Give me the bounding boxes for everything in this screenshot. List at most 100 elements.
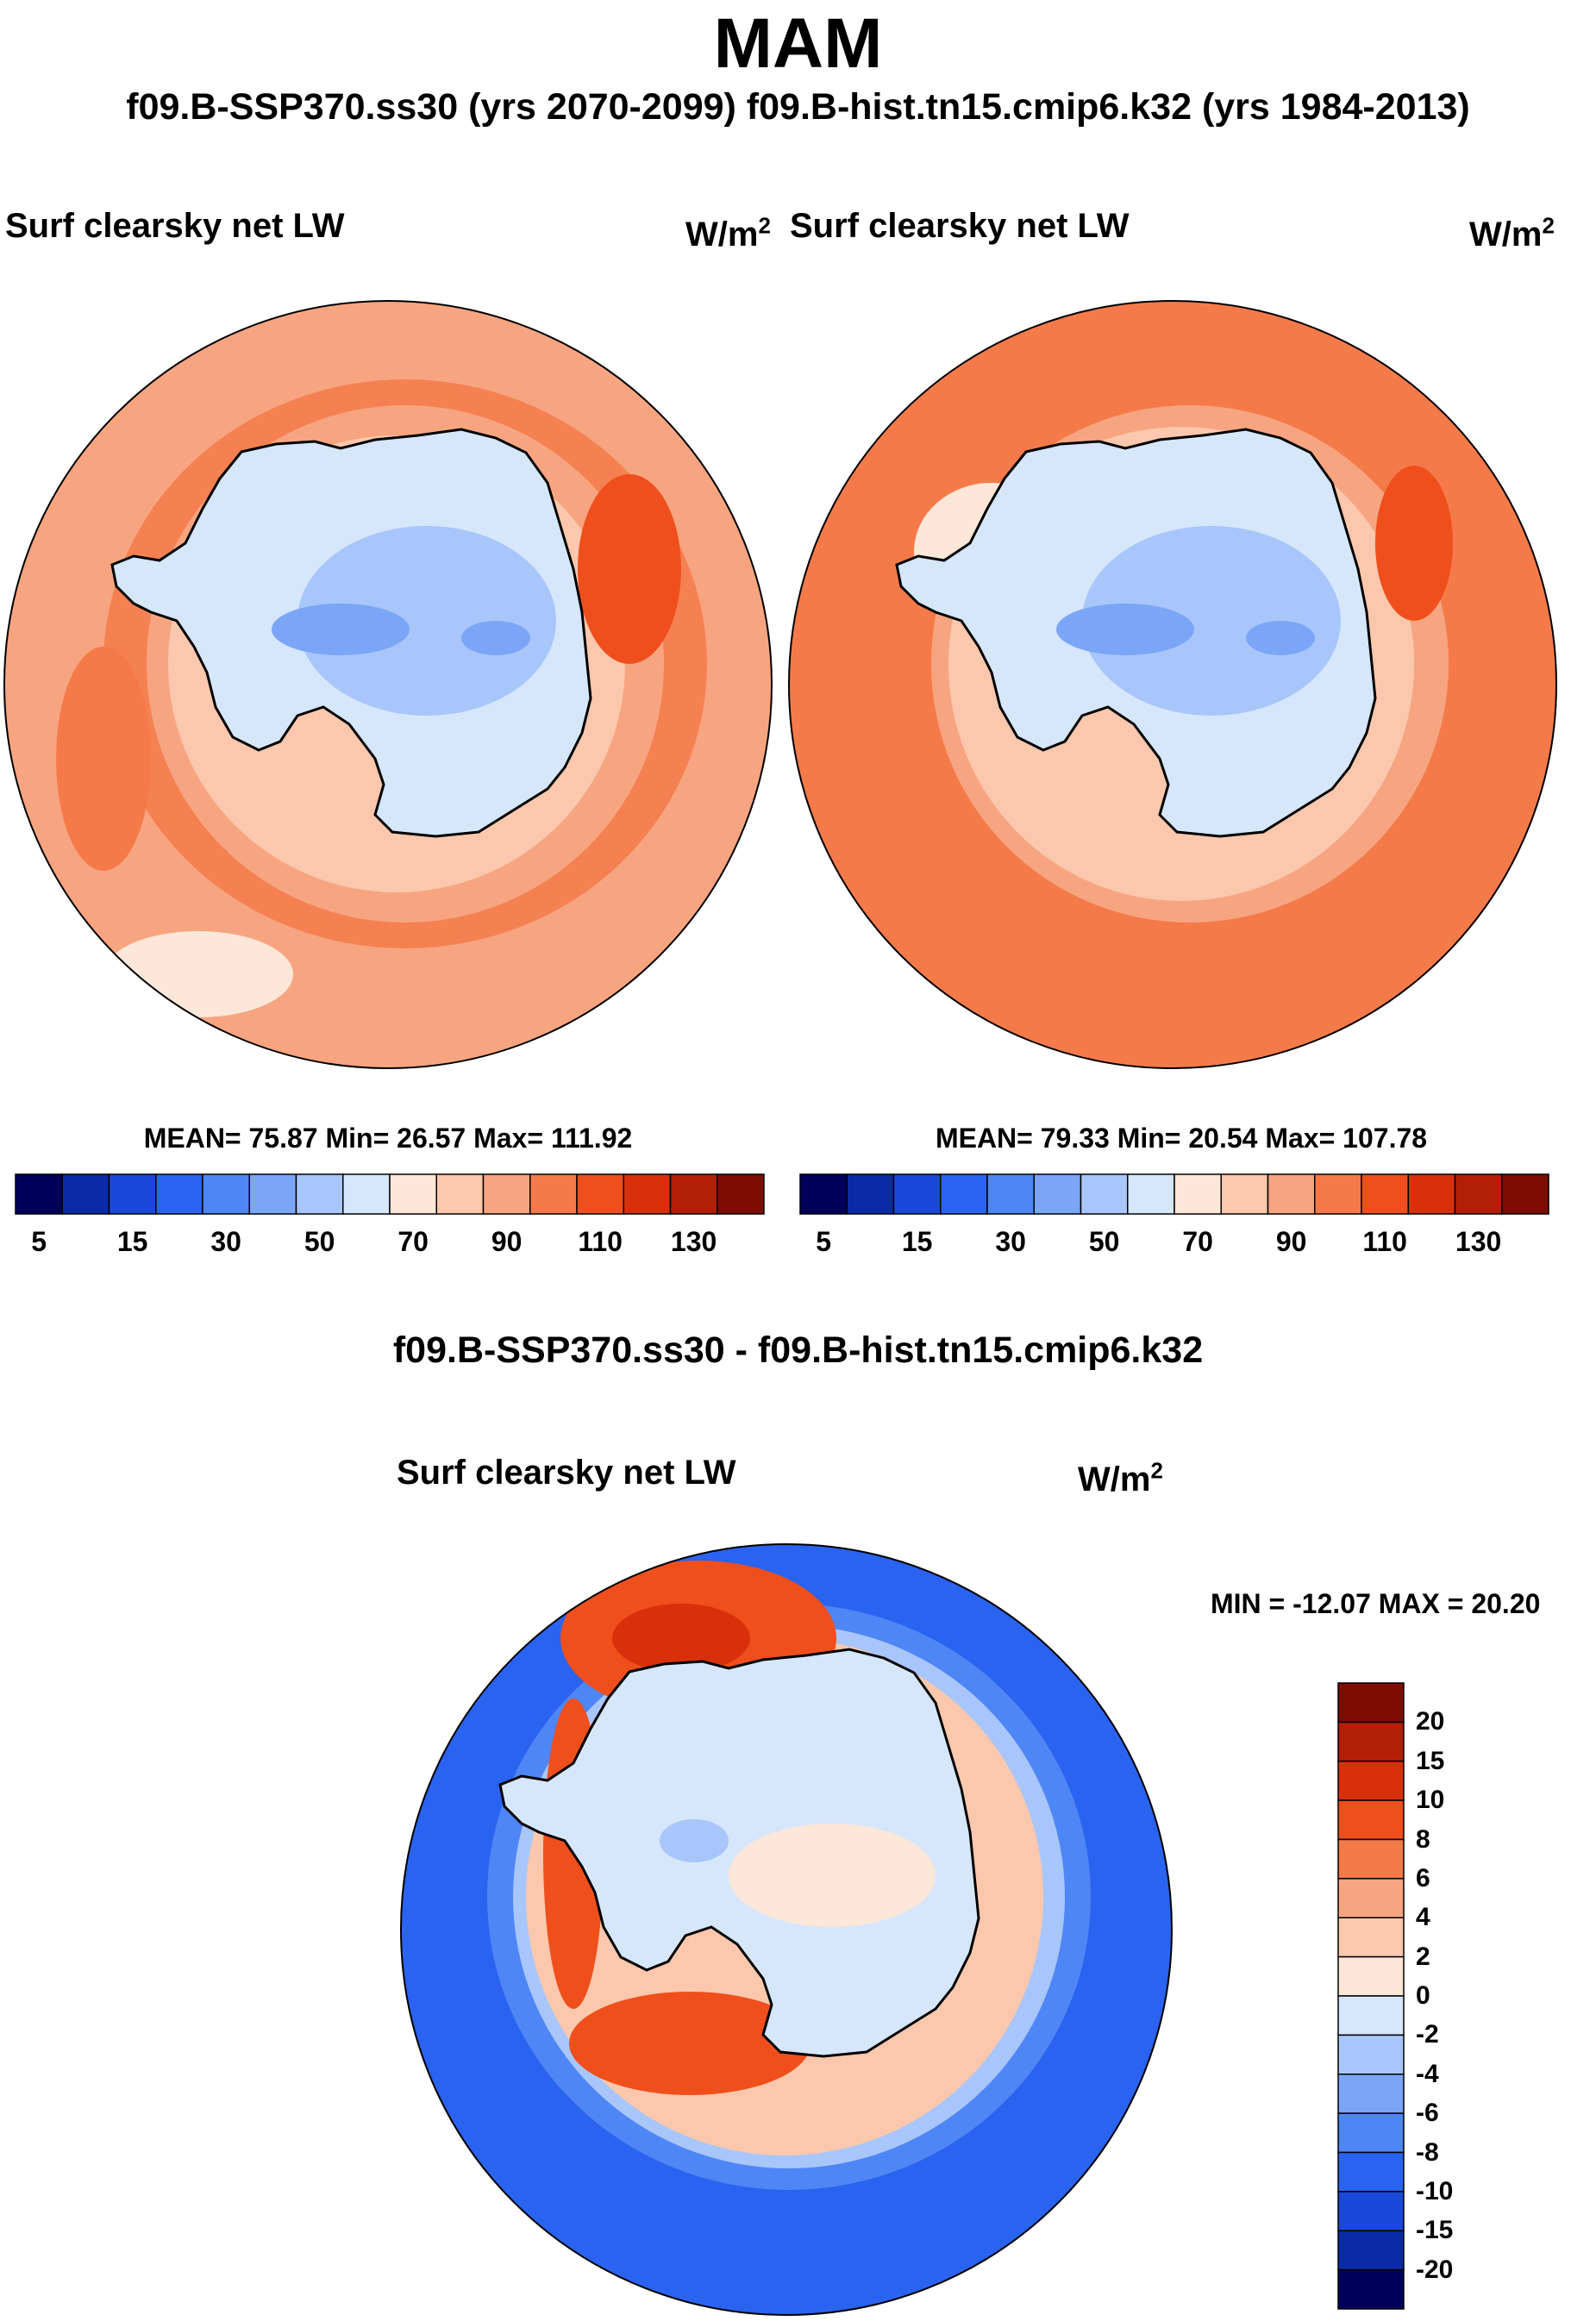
left-map-border (3, 300, 773, 1069)
colorbar-swatch (1174, 1173, 1222, 1215)
colorbar-swatch (1337, 1761, 1405, 1801)
colorbar-tick-label: 70 (1182, 1226, 1213, 1257)
cases-subtitle: f09.B-SSP370.ss30 (yrs 2070-2099) f09.B-… (126, 86, 1470, 128)
colorbar-tick-label: -4 (1416, 2059, 1439, 2088)
colorbar-swatch (1220, 1173, 1269, 1215)
colorbar-swatch (1337, 2074, 1405, 2114)
colorbar-swatch (61, 1173, 110, 1215)
left-panel-title: Surf clearsky net LW (5, 207, 345, 245)
colorbar-tick-label: 4 (1416, 1903, 1430, 1932)
colorbar-tick-label: 6 (1416, 1863, 1430, 1892)
colorbar-swatch (155, 1173, 203, 1215)
colorbar-swatch (1033, 1173, 1082, 1215)
colorbar-tick-label: 30 (995, 1226, 1026, 1257)
diff-panel-stats: MIN = -12.07 MAX = 20.20 (1211, 1588, 1541, 1619)
colorbar-tick-label: 130 (1455, 1226, 1502, 1257)
colorbar-swatch (1337, 2191, 1405, 2231)
left-panel-units: W/m2 (685, 212, 771, 253)
right-panel-stats: MEAN= 79.33 Min= 20.54 Max= 107.78 (935, 1123, 1428, 1154)
colorbar-swatch (202, 1173, 250, 1215)
colorbar-tick-label: 8 (1416, 1824, 1430, 1854)
diff-colorbar (1337, 1682, 1405, 2310)
colorbar-swatch (389, 1173, 437, 1215)
colorbar-tick-label: 0 (1416, 1981, 1430, 2010)
colorbar-swatch (1337, 2230, 1405, 2271)
colorbar-tick-label: 30 (210, 1226, 241, 1257)
colorbar-swatch (1407, 1173, 1456, 1215)
colorbar-tick-label: 90 (491, 1226, 523, 1257)
left-map (4, 301, 772, 1068)
colorbar-swatch (1454, 1173, 1503, 1215)
diff-map-border (400, 1543, 1173, 2316)
colorbar-tick-label: 110 (578, 1226, 623, 1257)
colorbar-tick-label: 15 (1416, 1746, 1445, 1775)
colorbar-swatch (108, 1173, 157, 1215)
colorbar-swatch (1361, 1173, 1409, 1215)
colorbar-tick-label: -6 (1416, 2099, 1439, 2128)
colorbar-swatch (940, 1173, 988, 1215)
diff-map (401, 1544, 1172, 2315)
colorbar-swatch (892, 1173, 942, 1215)
colorbar-tick-label: 50 (304, 1226, 335, 1257)
colorbar-tick-label: 5 (816, 1226, 832, 1257)
right-panel-title: Surf clearsky net LW (790, 207, 1130, 245)
colorbar-swatch (1127, 1173, 1175, 1215)
colorbar-tick-label: -2 (1416, 2020, 1439, 2049)
colorbar-swatch (1337, 1955, 1405, 1997)
colorbar-tick-label: -8 (1416, 2137, 1439, 2167)
colorbar-tick-label: 15 (901, 1226, 933, 1257)
colorbar-swatch (1337, 1721, 1405, 1762)
colorbar-swatch (1337, 1799, 1405, 1841)
colorbar-swatch (1080, 1173, 1129, 1215)
colorbar-tick-label: 15 (116, 1226, 148, 1257)
colorbar-swatch (1337, 1995, 1405, 2036)
colorbar-swatch (342, 1173, 391, 1215)
colorbar-tick-label: 20 (1416, 1707, 1445, 1736)
colorbar-swatch (15, 1173, 63, 1215)
colorbar-swatch (799, 1173, 848, 1215)
colorbar-swatch (1337, 1682, 1405, 1724)
colorbar-swatch (248, 1173, 297, 1215)
colorbar-swatch (1337, 1878, 1405, 1918)
right-colorbar (799, 1173, 1549, 1215)
colorbar-tick-label: -15 (1416, 2216, 1454, 2245)
colorbar-tick-label: 10 (1416, 1786, 1445, 1815)
left-panel-stats: MEAN= 75.87 Min= 26.57 Max= 111.92 (143, 1123, 633, 1154)
colorbar-tick-label: 130 (670, 1226, 717, 1257)
colorbar-swatch (986, 1173, 1035, 1215)
colorbar-tick-label: 2 (1416, 1942, 1430, 1971)
colorbar-tick-label: 5 (31, 1226, 47, 1257)
colorbar-swatch (717, 1173, 765, 1215)
colorbar-swatch (529, 1173, 578, 1215)
colorbar-swatch (1314, 1173, 1362, 1215)
right-map (789, 301, 1556, 1068)
colorbar-swatch (435, 1173, 485, 1215)
season-title: MAM (713, 4, 883, 83)
colorbar-swatch (1501, 1173, 1549, 1215)
difference-title: f09.B-SSP370.ss30 - f09.B-hist.tn15.cmip… (392, 1329, 1204, 1371)
diff-panel-units: W/m2 (1078, 1457, 1163, 1498)
colorbar-swatch (1267, 1173, 1316, 1215)
colorbar-tick-label: -20 (1416, 2255, 1454, 2284)
colorbar-tick-label: 50 (1088, 1226, 1120, 1257)
colorbar-tick-label: 110 (1362, 1226, 1407, 1257)
colorbar-swatch (846, 1173, 895, 1215)
colorbar-tick-label: 70 (397, 1226, 429, 1257)
colorbar-swatch (1337, 2034, 1405, 2075)
colorbar-tick-label: -10 (1416, 2176, 1454, 2205)
colorbar-swatch (623, 1173, 672, 1215)
colorbar-swatch (1337, 2112, 1405, 2154)
colorbar-swatch (295, 1173, 344, 1215)
colorbar-swatch (482, 1173, 531, 1215)
right-map-border (788, 300, 1557, 1069)
colorbar-swatch (576, 1173, 624, 1215)
colorbar-tick-label: 90 (1275, 1226, 1307, 1257)
diff-panel-title: Surf clearsky net LW (397, 1454, 736, 1492)
left-colorbar (15, 1173, 765, 1215)
colorbar-swatch (1337, 1917, 1405, 1958)
colorbar-swatch (1337, 2151, 1405, 2193)
colorbar-swatch (669, 1173, 718, 1215)
colorbar-swatch (1337, 1838, 1405, 1880)
right-panel-units: W/m2 (1469, 212, 1555, 253)
